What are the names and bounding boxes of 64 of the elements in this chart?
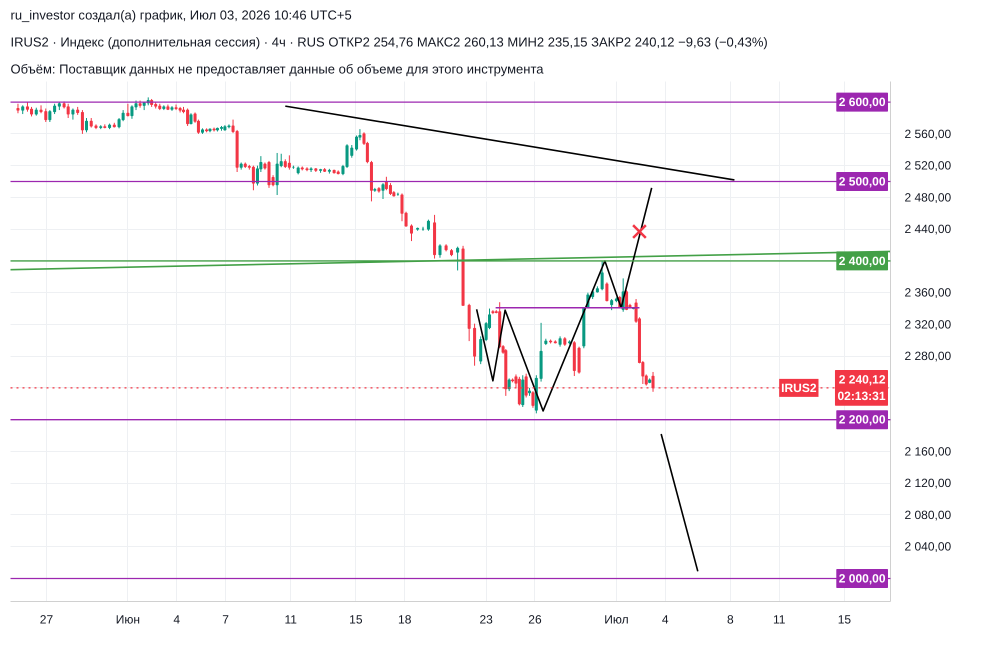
ref-line-label: 2 500,00 [838, 174, 886, 189]
annotation: IRUS2 [781, 380, 817, 395]
candlestick [438, 244, 442, 258]
candlestick [426, 219, 430, 232]
y-tick-label: 2 160,00 [904, 444, 952, 458]
candlestick [410, 224, 414, 242]
candlestick [16, 103, 20, 114]
y-tick-label: 2 520,00 [904, 158, 952, 173]
x-tick-label: 4 [662, 612, 669, 626]
x-tick-label: 11 [284, 612, 298, 626]
candlestick [605, 282, 608, 302]
x-tick-label: 15 [349, 612, 363, 626]
x-tick-label: Июн [116, 612, 140, 626]
candlestick [276, 152, 279, 196]
candlestick [558, 336, 562, 348]
x-tick-label: 23 [479, 612, 494, 626]
text: Объём: Поставщик данных не предоставляет данные об объеме для этого инструмента [10, 62, 544, 76]
x-tick-label: Июл [604, 612, 629, 626]
candlestick [456, 246, 460, 271]
candlestick [80, 110, 84, 134]
candlestick [531, 390, 534, 408]
candlestick [30, 106, 34, 117]
candlestick [71, 108, 74, 120]
ref-line-label: 2 000,00 [838, 571, 886, 586]
candlestick [479, 336, 482, 365]
ref-line-label: 2 600,00 [838, 95, 886, 110]
candlestick [381, 182, 385, 200]
y-tick-label: 2 480,00 [904, 190, 952, 204]
candlestick [610, 298, 614, 311]
x-tick-label: 18 [398, 612, 412, 626]
ref-line-label: 2 200,00 [838, 412, 886, 427]
y-tick-label: 2 040,00 [904, 540, 952, 554]
y-tick-label: 2 120,00 [904, 476, 952, 490]
line-series [476, 187, 652, 412]
candlestick [44, 108, 48, 122]
candlestick [130, 104, 134, 120]
candlestick [267, 160, 271, 188]
y-tick-label: 2 560,00 [904, 126, 952, 141]
candlestick [189, 112, 192, 125]
y-tick-label: 2 360,00 [904, 286, 952, 300]
candlestick [468, 303, 471, 342]
chart-title: ru_investor создал(а) график, Июл 03, 2026 10:46 UTC+5 [10, 8, 352, 22]
x-tick-label: 11 [773, 612, 786, 626]
chart-subtitle: IRUS2 · Индекс (дополнительная сессия) · 4ч · RUS ОТКР2 254,76 МАКС2 260,13 МИН2 235,15 ЗАКР2 240,12 −9,63 (−0,43%) [10, 34, 768, 50]
x-tick-label: 4 [173, 612, 180, 626]
x-tick-label: 27 [40, 612, 54, 626]
candlestick [186, 108, 190, 126]
y-tick-label: 2 280,00 [904, 349, 952, 364]
candlestick [26, 102, 29, 112]
candlestick [126, 103, 130, 117]
x-tick-label: 15 [838, 612, 852, 626]
candlestick [66, 103, 70, 119]
y-tick-label: 2 320,00 [904, 317, 952, 332]
x-tick-label: 26 [528, 612, 542, 626]
x-tick-label: 8 [727, 612, 734, 626]
ref-line-label: 2 240,12 02:13:31 [837, 372, 886, 404]
candlestick [252, 165, 255, 191]
candlestick [84, 118, 88, 133]
candlestick [388, 182, 392, 196]
y-tick-label: 2 440,00 [904, 222, 952, 236]
ref-line-label: 2 400,00 [838, 254, 886, 268]
candlestick [288, 154, 291, 170]
y-tick-label: 2 080,00 [904, 508, 952, 522]
x-tick-label: 7 [222, 612, 230, 626]
